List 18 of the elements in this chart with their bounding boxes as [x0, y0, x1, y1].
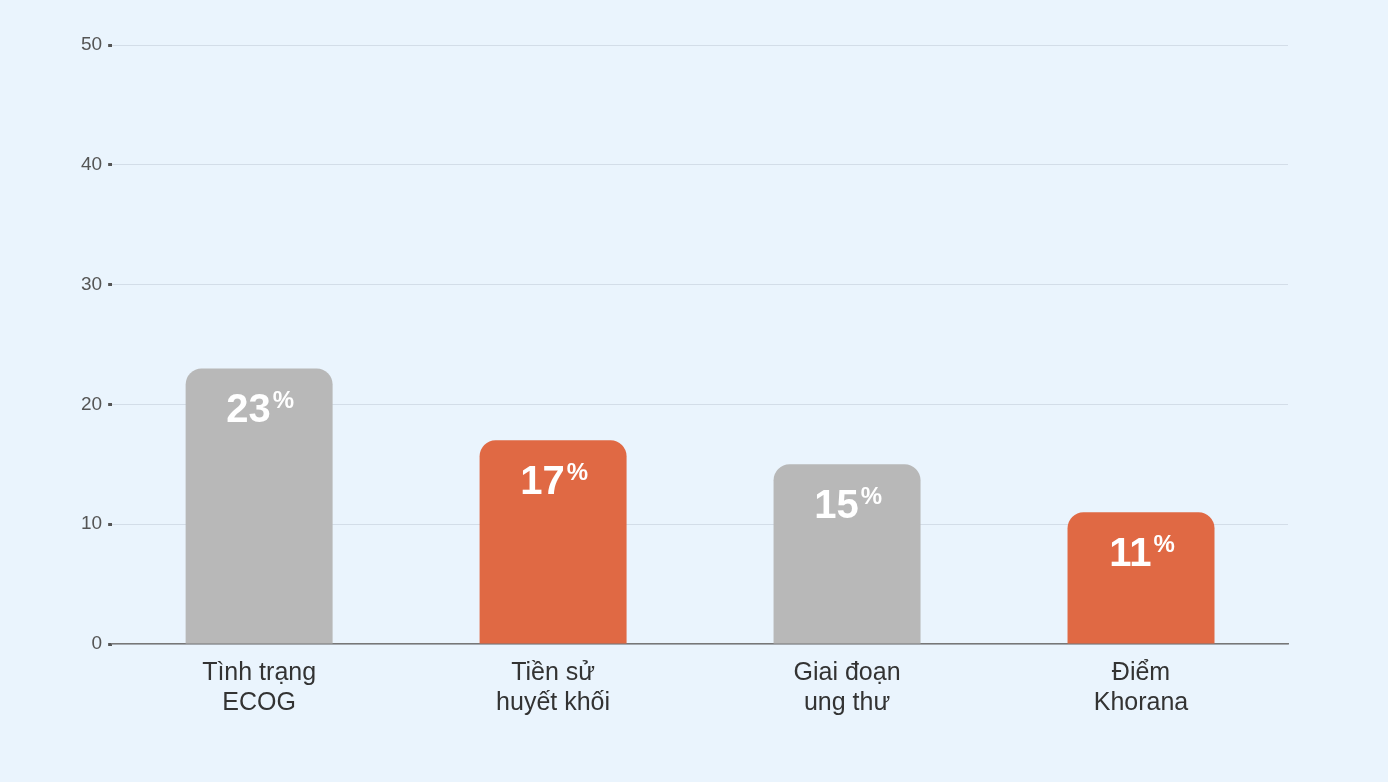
y-tick-label: 50 — [80, 33, 103, 55]
data-label: 23% — [226, 386, 295, 431]
bar — [185, 368, 333, 644]
y-tick-label: 10 — [80, 512, 103, 534]
x-tick-label: Điểm Khorana — [1093, 656, 1189, 715]
data-label: 15% — [814, 482, 882, 527]
bar — [1067, 512, 1215, 644]
data-label: 17% — [520, 458, 588, 503]
x-tick-label: Giai đoạn ung thư — [793, 656, 901, 715]
y-tick-label: 30 — [80, 272, 103, 294]
y-tick-label: 0 — [91, 632, 103, 654]
bar — [773, 464, 921, 644]
y-tick-label: 20 — [80, 392, 103, 414]
x-tick-label: Tiền sử huyết khối — [496, 656, 611, 715]
data-label: 11% — [1109, 530, 1175, 575]
x-tick-label: Tình trạng ECOG — [202, 656, 317, 715]
y-tick-label: 40 — [80, 153, 103, 175]
bar — [479, 440, 627, 644]
